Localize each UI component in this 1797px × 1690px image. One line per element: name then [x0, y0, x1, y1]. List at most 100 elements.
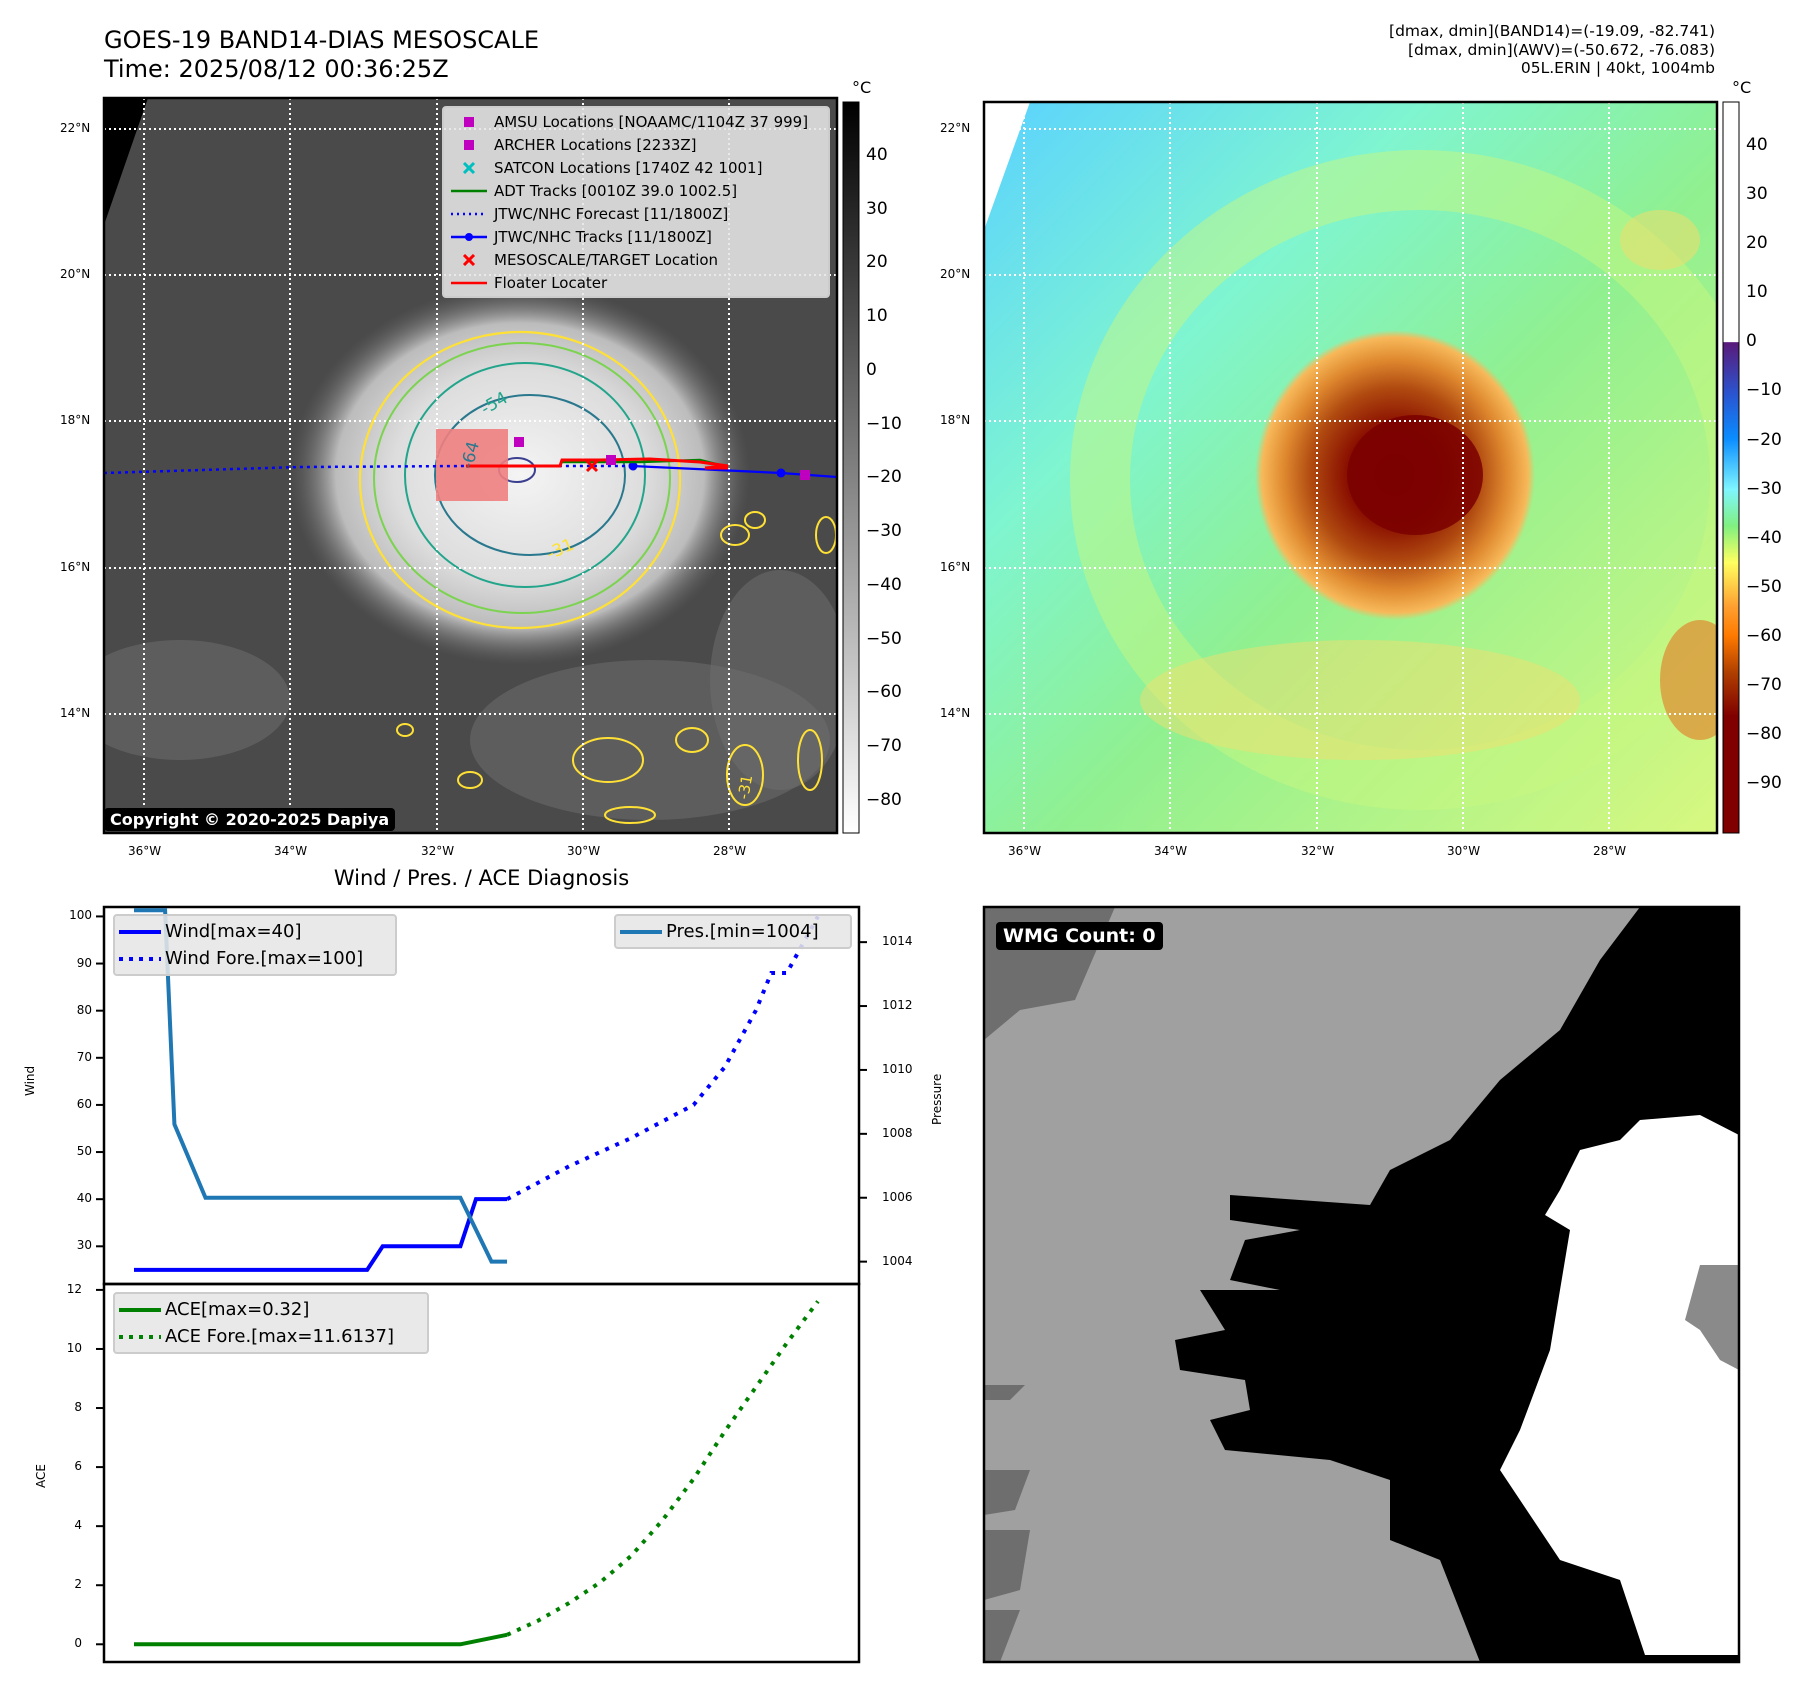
legend-item: AMSU Locations [NOAAMC/1104Z 37 999]: [444, 110, 828, 133]
axis-tick-label: 1010: [882, 1061, 913, 1076]
legend-label: JTWC/NHC Tracks [11/1800Z]: [494, 227, 712, 246]
info-storm: 05L.ERIN | 40kt, 1004mb: [1520, 59, 1715, 77]
series-line-2: [134, 908, 508, 1264]
colorbar-tick-label: −10: [1746, 380, 1782, 401]
axis-tick-label: 1004: [882, 1253, 913, 1268]
info-band14: [dmax, dmin](BAND14)=(-19.09, -82.741): [1389, 22, 1715, 40]
axis-tick-label: 1008: [882, 1125, 913, 1140]
colorbar-tick-label: −70: [1746, 674, 1782, 695]
colorbar-tick-label: −10: [866, 413, 902, 434]
axis-tick-label: 4: [74, 1518, 82, 1533]
legend-label: Wind[max=40]: [165, 921, 302, 942]
legend-label: SATCON Locations [1740Z 42 1001]: [494, 158, 763, 177]
colorbar-tick-label: −50: [866, 628, 902, 649]
legend-item: ARCHER Locations [2233Z]: [444, 133, 828, 156]
lat-label-16: 16°N: [60, 560, 91, 574]
left-map-frame: [102, 96, 839, 835]
lat-label-20: 20°N: [60, 267, 91, 281]
colorbar-tick-label: 0: [1746, 331, 1757, 352]
contour-green: [373, 342, 671, 614]
amsu-marker-2: [800, 470, 810, 480]
x-marker-icon: [444, 161, 494, 174]
legend-item: ADT Tracks [0010Z 39.0 1002.5]: [444, 179, 828, 202]
axis-tick-label: 12: [66, 1281, 82, 1296]
ace-frame: [102, 1282, 861, 1664]
right-colorbar-unit: °C: [1732, 78, 1752, 97]
axis-tick-label: 1012: [882, 998, 913, 1013]
left-colorbar: [842, 101, 860, 834]
ace-axis-label: ACE: [34, 1464, 48, 1488]
lon-label-32: 32°W: [421, 844, 455, 858]
contour-teal: [404, 362, 646, 588]
legend-label: ADT Tracks [0010Z 39.0 1002.5]: [494, 181, 738, 200]
right-lon-label-32: 32°W: [1301, 844, 1335, 858]
square-marker-icon: [444, 139, 494, 151]
right-lat-label-16: 16°N: [940, 560, 971, 574]
axis-tick-label: 60: [76, 1096, 92, 1111]
wind-pres-plot: [96, 908, 867, 1272]
contour-label-31b: -31: [734, 773, 756, 800]
amsu-marker: [606, 455, 616, 465]
legend-item: SATCON Locations [1740Z 42 1001]: [444, 156, 828, 179]
dotted-line-icon: [115, 956, 165, 962]
wmg-count-badge: WMG Count: 0: [996, 922, 1163, 950]
right-lat-label-18: 18°N: [940, 413, 971, 427]
right-colorbar: [1722, 101, 1740, 834]
axis-tick-label: 8: [74, 1400, 82, 1415]
axis-tick-label: 80: [76, 1002, 92, 1017]
colorbar-tick-label: −80: [1746, 723, 1782, 744]
storm-info: [dmax, dmin](BAND14)=(-19.09, -82.741) […: [1389, 22, 1715, 78]
left-colorbar-unit: °C: [852, 78, 872, 97]
line-dot-icon: [444, 231, 494, 243]
awv-imagery: [984, 102, 1717, 833]
lat-label-22: 22°N: [60, 121, 91, 135]
legend-label: Floater Locater: [494, 273, 608, 292]
right-map-gridlines: [984, 102, 1717, 833]
lon-label-28: 28°W: [713, 844, 747, 858]
legend-label: ACE Fore.[max=11.6137]: [165, 1326, 394, 1347]
ace-series-line-1: [506, 1300, 820, 1637]
lon-label-34: 34°W: [274, 844, 308, 858]
right-lon-label-28: 28°W: [1593, 844, 1627, 858]
title-time: Time: 2025/08/12 00:36:25Z: [104, 55, 449, 83]
axis-tick-label: 10: [66, 1340, 82, 1355]
series-line-1: [506, 915, 820, 1201]
figure-title: GOES-19 BAND14-DIAS MESOSCALE Time: 2025…: [104, 26, 539, 84]
colorbar-tick-label: 20: [1746, 233, 1768, 254]
colorbar-tick-label: −30: [1746, 478, 1782, 499]
contour-yellow: [358, 330, 682, 630]
legend-pres: Pres.[min=1004]: [616, 918, 850, 945]
axis-tick-label: 100: [69, 908, 92, 923]
colorbar-tick-label: 10: [1746, 282, 1768, 303]
lat-label-14: 14°N: [60, 706, 91, 720]
axis-tick-label: 50: [76, 1144, 92, 1159]
right-lat-label-14: 14°N: [940, 706, 971, 720]
contour-blue-teal: [434, 394, 626, 556]
wind-axis-label: Wind: [23, 1065, 37, 1096]
ace-legend: ACE[max=0.32] ACE Fore.[max=11.6137]: [113, 1292, 429, 1354]
legend-wind-fore: Wind Fore.[max=100]: [115, 945, 395, 972]
right-map-frame: [982, 100, 1719, 835]
copyright-badge: Copyright © 2020-2025 Dapiya: [104, 808, 396, 831]
wind-legend: Wind[max=40] Wind Fore.[max=100]: [113, 914, 397, 976]
line-icon: [444, 277, 494, 289]
legend-item: MESOSCALE/TARGET Location: [444, 248, 828, 271]
colorbar-tick-label: 40: [866, 144, 888, 165]
lon-label-36: 36°W: [128, 844, 162, 858]
ace-plot: [96, 1288, 820, 1647]
wmg-frame: [982, 905, 1741, 1664]
colorbar-tick-label: 10: [866, 306, 888, 326]
pressure-legend: Pres.[min=1004]: [614, 914, 852, 949]
legend-label: ARCHER Locations [2233Z]: [494, 135, 697, 154]
colorbar-tick-label: −50: [1746, 576, 1782, 597]
solid-line-icon: [115, 1307, 165, 1313]
track-point: [776, 468, 786, 478]
legend-wind: Wind[max=40]: [115, 918, 395, 945]
track-point: [628, 461, 638, 471]
colorbar-tick-label: 30: [1746, 184, 1768, 205]
legend-item: JTWC/NHC Forecast [11/1800Z]: [444, 202, 828, 225]
colorbar-tick-label: 30: [866, 198, 888, 219]
solid-line-icon: [616, 929, 666, 935]
diagnosis-title: Wind / Pres. / ACE Diagnosis: [333, 866, 630, 890]
